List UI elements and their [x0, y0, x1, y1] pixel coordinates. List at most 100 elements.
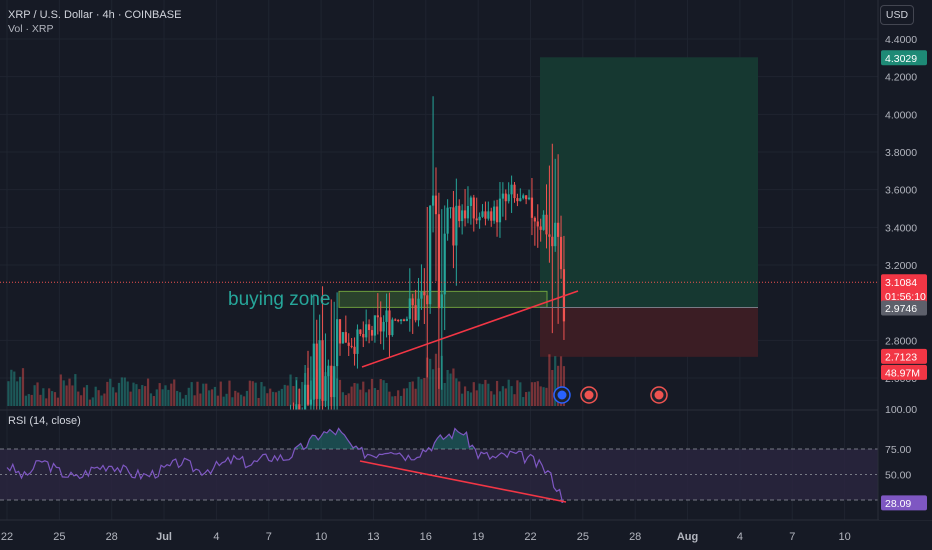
volume-bar	[193, 395, 196, 406]
chart-legend: XRP / U.S. Dollar · 4h · COINBASE Vol · …	[8, 8, 181, 36]
volume-bar	[228, 380, 231, 406]
volume-bar	[10, 369, 13, 406]
volume-bar	[376, 389, 379, 406]
candle-body	[490, 211, 493, 221]
volume-bar	[68, 378, 71, 406]
candle-body	[481, 211, 484, 217]
volume-bar	[234, 390, 237, 406]
candle-body	[275, 435, 277, 439]
volume-bar	[266, 393, 269, 406]
time-axis-label: 22	[524, 531, 536, 543]
volume-bar	[353, 383, 356, 406]
volume-bar	[245, 390, 249, 406]
volume-bar	[472, 382, 475, 406]
volume-bar	[417, 376, 420, 406]
volume-bar	[504, 388, 507, 406]
time-axis-label: Aug	[677, 531, 698, 543]
candle-body	[144, 447, 146, 448]
volume-bar	[350, 386, 353, 406]
volume-bar	[490, 391, 493, 406]
candle-body	[391, 319, 394, 336]
volume-bar	[356, 383, 359, 406]
candle-body	[359, 329, 362, 334]
volume-bar	[132, 382, 135, 406]
time-axis-label: 7	[266, 531, 272, 543]
volume-bar	[190, 382, 193, 406]
volume-bar	[423, 378, 426, 406]
stop-badge: 2.7123	[885, 351, 917, 363]
time-axis[interactable]: 22 25 28 Jul 4 7 10 13 16 19 22 25 28 Aug 4 7 10	[1, 531, 851, 543]
symbol-title[interactable]: XRP / U.S. Dollar · 4h · COINBASE	[8, 9, 182, 21]
candle-body	[167, 435, 169, 440]
candle-body	[559, 236, 563, 270]
candle-body	[324, 376, 327, 401]
volume-bar	[507, 379, 510, 406]
event-markers[interactable]	[553, 386, 668, 404]
currency-button[interactable]: USD	[880, 5, 914, 25]
candle-body	[289, 420, 291, 431]
volume-bar	[487, 383, 490, 406]
us-flag-icon[interactable]	[650, 386, 668, 404]
volume-bar	[481, 384, 484, 406]
rsi-overbought-fill	[7, 428, 563, 449]
lightning-icon-dot	[557, 390, 567, 400]
volume-bar	[283, 384, 286, 406]
volume-bar	[77, 391, 80, 406]
volume-bar	[286, 385, 289, 406]
volume-bar	[205, 383, 208, 406]
candle-body	[446, 207, 449, 234]
volume-bar	[13, 371, 16, 406]
candle-body	[397, 319, 400, 322]
volume-bar	[138, 389, 141, 406]
volume-bar	[385, 382, 388, 406]
last-price-badge: 3.1084	[885, 277, 917, 289]
candle-body	[423, 291, 426, 296]
lightning-icon[interactable]	[553, 386, 571, 404]
candle-body	[493, 206, 496, 221]
volume-bar	[367, 389, 371, 406]
volume-bar	[45, 398, 48, 406]
candle-body	[141, 447, 143, 449]
volume-bar	[411, 381, 414, 406]
us-flag-icon-dot	[654, 390, 664, 400]
volume-badge-bg	[881, 364, 927, 380]
volume-bar	[501, 386, 504, 406]
candle-body	[365, 324, 368, 338]
volume-bar	[493, 394, 496, 406]
entry-badge: 2.9746	[885, 303, 917, 315]
volume-bar	[167, 389, 170, 406]
time-axis-label: 10	[315, 531, 327, 543]
candle-body	[463, 210, 467, 219]
price-tick-label: 3.4000	[885, 222, 917, 234]
candle-body	[338, 319, 342, 344]
candle-body	[498, 198, 502, 223]
candle-body	[388, 310, 391, 336]
candle-body	[370, 330, 374, 336]
volume-bar	[50, 391, 54, 406]
candle-body	[284, 428, 286, 435]
candle-body	[344, 332, 347, 343]
time-axis-label: 16	[420, 531, 432, 543]
volume-bar	[36, 382, 39, 406]
volume-bar	[405, 388, 409, 406]
volume-bar	[97, 390, 100, 406]
volume-bar	[170, 383, 173, 406]
volume-bar	[530, 382, 534, 406]
us-flag-icon[interactable]	[580, 386, 598, 404]
candle-body	[420, 291, 423, 299]
countdown-badge: 01:56:10	[885, 291, 926, 303]
candle-body	[469, 197, 472, 206]
volume-bar	[30, 394, 33, 406]
candle-body	[394, 319, 397, 321]
candle-body	[539, 226, 542, 230]
candle-body	[487, 211, 490, 219]
volume-legend[interactable]: Vol · XRP	[8, 23, 54, 35]
volume-bar	[114, 392, 118, 406]
rsi-legend[interactable]: RSI (14, close)	[8, 415, 81, 427]
volume-bar	[562, 366, 566, 406]
candle-body	[405, 318, 409, 321]
price-tick-label: 4.4000	[885, 34, 917, 46]
volume-bar	[16, 381, 19, 406]
volume-bar	[370, 378, 374, 406]
